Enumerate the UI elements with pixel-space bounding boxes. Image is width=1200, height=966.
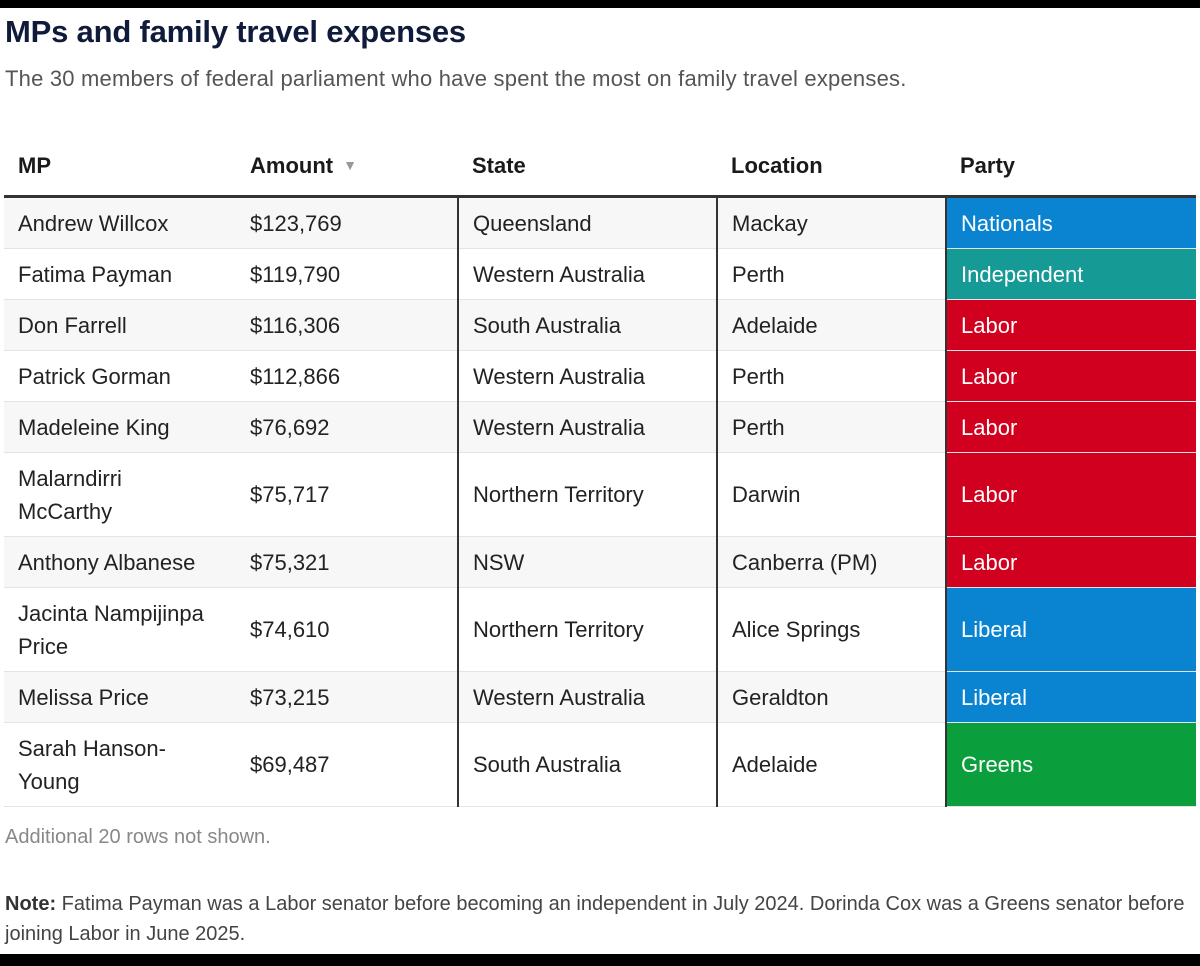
cell-location: Adelaide [717,722,947,807]
cell-location: Geraldton [717,671,947,723]
cell-amount: $69,487 [236,722,459,807]
source-note: Note: Fatima Payman was a Labor senator … [5,889,1185,949]
table-row: Madeleine King $76,692 Western Australia Pe… [4,401,1196,453]
column-header-amount[interactable]: Amount ▼ [236,136,458,198]
cell-party: Nationals [946,196,1196,249]
table-row: Malarndirri McCarthy $75,717 Northern Terr… [4,452,1196,537]
cell-party: Labor [946,299,1196,351]
cell-mp: Anthony Albanese [4,536,236,588]
note-text: Fatima Payman was a Labor senator before… [5,893,1185,945]
cell-location: Perth [717,350,947,402]
expenses-table: MP Amount ▼ State Location Party Andrew W… [4,136,1196,807]
cell-mp: Malarndirri McCarthy [4,452,236,537]
column-header-mp[interactable]: MP [4,136,236,198]
cell-amount: $119,790 [236,248,459,300]
rows-not-shown-note: Additional 20 rows not shown. [5,826,271,848]
cell-mp: Jacinta Nampijinpa Price [4,587,236,672]
column-header-state[interactable]: State [458,136,717,198]
column-header-party[interactable]: Party [946,136,1196,198]
cell-state: Northern Territory [458,452,718,537]
cell-party: Independent [946,248,1196,300]
cell-mp: Madeleine King [4,401,236,453]
cell-mp: Sarah Hanson-Young [4,722,236,807]
table-row: Jacinta Nampijinpa Price $74,610 Northern … [4,587,1196,672]
cell-location: Canberra (PM) [717,536,947,588]
cell-amount: $112,866 [236,350,459,402]
cell-amount: $123,769 [236,196,459,249]
page-subtitle: The 30 members of federal parliament who… [5,66,907,91]
cell-location: Darwin [717,452,947,537]
cell-amount: $75,717 [236,452,459,537]
table-row: Anthony Albanese $75,321 NSW Canberra (PM) L… [4,536,1196,588]
table-row: Andrew Willcox $123,769 Queensland Mackay Na… [4,196,1196,249]
table-body: Andrew Willcox $123,769 Queensland Mackay Na… [4,196,1196,807]
cell-state: Western Australia [458,350,718,402]
cell-amount: $75,321 [236,536,459,588]
cell-state: Northern Territory [458,587,718,672]
column-header-location[interactable]: Location [717,136,946,198]
table-row: Melissa Price $73,215 Western Australia Ger… [4,671,1196,723]
cell-party: Labor [946,350,1196,402]
table-row: Patrick Gorman $112,866 Western Australia P… [4,350,1196,402]
cell-state: NSW [458,536,718,588]
cell-location: Mackay [717,196,947,249]
note-label: Note: [5,893,57,915]
cell-location: Perth [717,248,947,300]
top-border [0,0,1200,8]
cell-state: Queensland [458,196,718,249]
cell-state: Western Australia [458,401,718,453]
cell-state: Western Australia [458,248,718,300]
cell-party: Liberal [946,587,1196,672]
bottom-border [0,954,1200,966]
table-row: Fatima Payman $119,790 Western Australia Pe… [4,248,1196,300]
cell-location: Adelaide [717,299,947,351]
cell-mp: Don Farrell [4,299,236,351]
cell-party: Labor [946,452,1196,537]
table-header-row: MP Amount ▼ State Location Party [4,136,1196,198]
cell-state: South Australia [458,299,718,351]
page-title: MPs and family travel expenses [5,14,466,49]
cell-location: Perth [717,401,947,453]
cell-mp: Andrew Willcox [4,196,236,249]
cell-amount: $73,215 [236,671,459,723]
table-row: Sarah Hanson-Young $69,487 South Australia… [4,722,1196,807]
cell-amount: $76,692 [236,401,459,453]
cell-party: Liberal [946,671,1196,723]
cell-party: Labor [946,401,1196,453]
sort-descending-icon[interactable]: ▼ [343,156,357,173]
cell-mp: Fatima Payman [4,248,236,300]
cell-amount: $74,610 [236,587,459,672]
cell-amount: $116,306 [236,299,459,351]
table-row: Don Farrell $116,306 South Australia Adelai… [4,299,1196,351]
cell-mp: Melissa Price [4,671,236,723]
cell-state: South Australia [458,722,718,807]
cell-mp: Patrick Gorman [4,350,236,402]
cell-state: Western Australia [458,671,718,723]
cell-party: Labor [946,536,1196,588]
cell-party: Greens [946,722,1196,807]
cell-location: Alice Springs [717,587,947,672]
